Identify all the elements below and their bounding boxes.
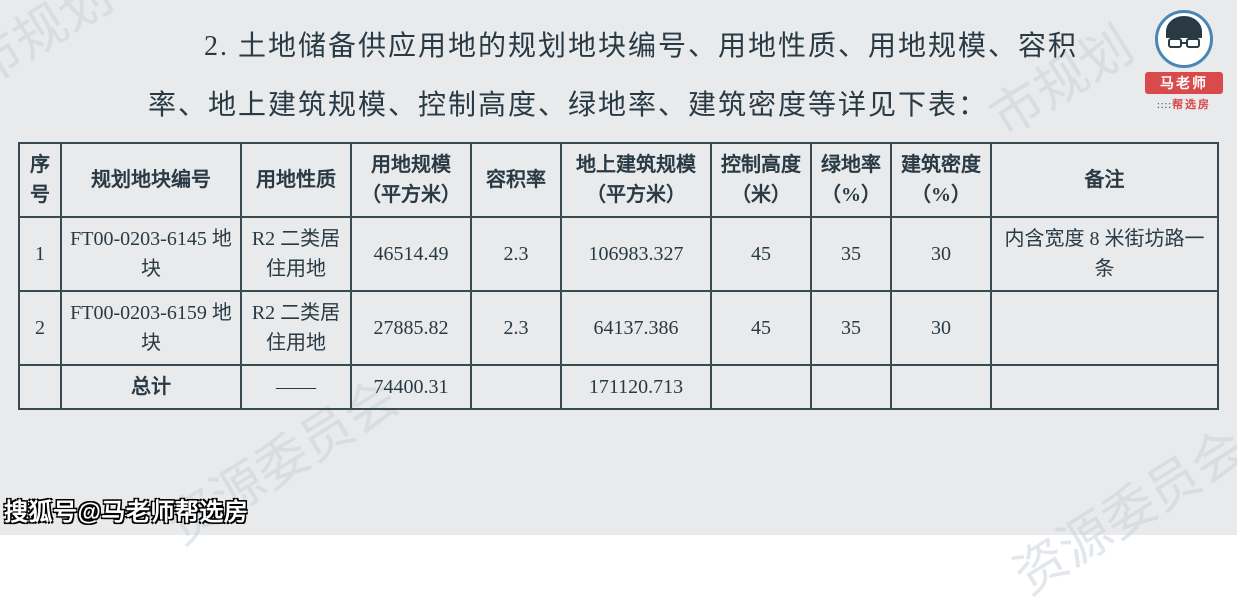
cell-seq: 1 [19, 217, 61, 291]
cell-type: R2 二类居住用地 [241, 291, 351, 365]
cell-far: 2.3 [471, 291, 561, 365]
cell-note [991, 365, 1218, 409]
cell-height: 45 [711, 217, 811, 291]
col-type: 用地性质 [241, 143, 351, 217]
cell-far: 2.3 [471, 217, 561, 291]
cell-seq [19, 365, 61, 409]
col-height: 控制高度（米） [711, 143, 811, 217]
cell-green [811, 365, 891, 409]
col-density: 建筑密度（%） [891, 143, 991, 217]
cell-green: 35 [811, 217, 891, 291]
cell-note: 内含宽度 8 米街坊路一条 [991, 217, 1218, 291]
table-row-total: 总计 —— 74400.31 171120.713 [19, 365, 1218, 409]
col-block: 规划地块编号 [61, 143, 241, 217]
col-seq: 序号 [19, 143, 61, 217]
cell-note [991, 291, 1218, 365]
cell-floor: 106983.327 [561, 217, 711, 291]
cell-green: 35 [811, 291, 891, 365]
document-content: 2. 土地储备供应用地的规划地块编号、用地性质、用地规模、容积率、地上建筑规模、… [0, 0, 1237, 410]
cell-area: 74400.31 [351, 365, 471, 409]
col-floor: 地上建筑规模（平方米） [561, 143, 711, 217]
cell-area: 46514.49 [351, 217, 471, 291]
cell-area: 27885.82 [351, 291, 471, 365]
table-row: 1 FT00-0203-6145 地块 R2 二类居住用地 46514.49 2… [19, 217, 1218, 291]
land-parcel-table: 序号 规划地块编号 用地性质 用地规模（平方米） 容积率 地上建筑规模（平方米）… [18, 142, 1219, 410]
col-far: 容积率 [471, 143, 561, 217]
cell-block: 总计 [61, 365, 241, 409]
cell-height: 45 [711, 291, 811, 365]
cell-density: 30 [891, 291, 991, 365]
col-green: 绿地率（%） [811, 143, 891, 217]
table-row: 2 FT00-0203-6159 地块 R2 二类居住用地 27885.82 2… [19, 291, 1218, 365]
cell-height [711, 365, 811, 409]
col-note: 备注 [991, 143, 1218, 217]
cell-floor: 171120.713 [561, 365, 711, 409]
cell-density: 30 [891, 217, 991, 291]
table-header-row: 序号 规划地块编号 用地性质 用地规模（平方米） 容积率 地上建筑规模（平方米）… [19, 143, 1218, 217]
intro-paragraph: 2. 土地储备供应用地的规划地块编号、用地性质、用地规模、容积率、地上建筑规模、… [18, 18, 1219, 136]
col-area: 用地规模（平方米） [351, 143, 471, 217]
cell-floor: 64137.386 [561, 291, 711, 365]
cell-type: R2 二类居住用地 [241, 217, 351, 291]
cell-far [471, 365, 561, 409]
cell-block: FT00-0203-6145 地块 [61, 217, 241, 291]
cell-seq: 2 [19, 291, 61, 365]
cell-block: FT00-0203-6159 地块 [61, 291, 241, 365]
cell-density [891, 365, 991, 409]
source-credit: 搜狐号@马老师帮选房 [4, 492, 248, 527]
cell-type: —— [241, 365, 351, 409]
